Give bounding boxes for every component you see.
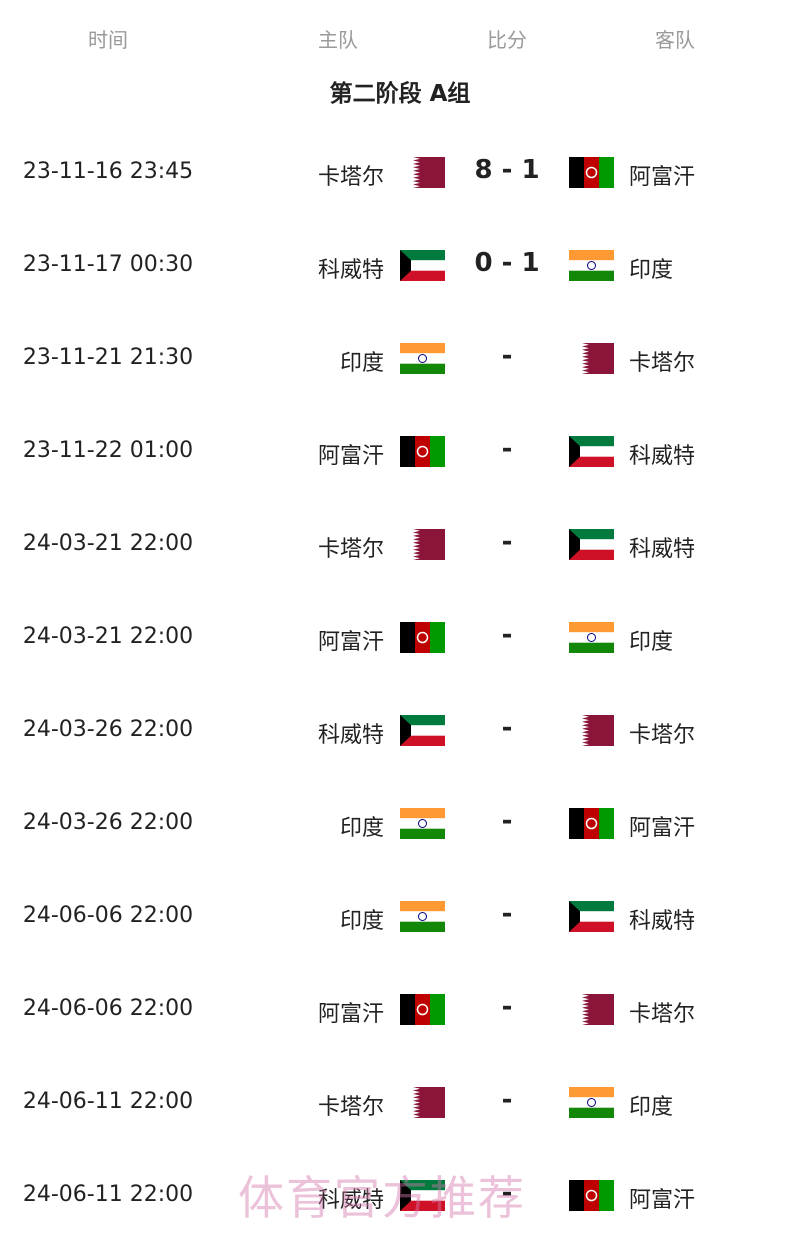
group-title: 第二阶段 A组 — [329, 81, 471, 107]
match-row[interactable]: 24-06-06 22:00 阿富汗 - 卡塔尔 — [0, 990, 800, 1030]
home-team: 卡塔尔 — [317, 537, 384, 562]
afghanistan-flag-icon — [569, 157, 614, 188]
match-score: - — [501, 527, 513, 557]
home-team: 卡塔尔 — [317, 165, 384, 190]
match-score: - — [501, 620, 513, 650]
home-team: 阿富汗 — [317, 444, 384, 469]
home-team: 科威特 — [317, 1188, 384, 1213]
away-team: 卡塔尔 — [629, 723, 696, 748]
match-row[interactable]: 23-11-21 21:30 印度 - 卡塔尔 — [0, 339, 800, 379]
match-row[interactable]: 24-03-26 22:00 科威特 - 卡塔尔 — [0, 711, 800, 751]
match-row[interactable]: 24-03-26 22:00 印度 - 阿富汗 — [0, 804, 800, 844]
india-flag-icon — [569, 1087, 614, 1118]
afghanistan-flag-icon — [569, 808, 614, 839]
home-team: 印度 — [339, 816, 384, 841]
match-row[interactable]: 23-11-16 23:45 卡塔尔 8 - 1 阿富汗 — [0, 153, 800, 193]
match-row[interactable]: 24-03-21 22:00 阿富汗 - 印度 — [0, 618, 800, 658]
afghanistan-flag-icon — [400, 622, 445, 653]
away-team: 印度 — [629, 258, 674, 283]
qatar-flag-icon — [569, 994, 614, 1025]
qatar-flag-icon — [569, 715, 614, 746]
away-team: 科威特 — [629, 537, 696, 562]
match-row[interactable]: 24-03-21 22:00 卡塔尔 - 科威特 — [0, 525, 800, 565]
match-score: - — [501, 1178, 513, 1208]
afghanistan-flag-icon — [569, 1180, 614, 1211]
india-flag-icon — [400, 808, 445, 839]
match-score: - — [501, 1085, 513, 1115]
home-team: 印度 — [339, 909, 384, 934]
match-score: - — [501, 713, 513, 743]
match-score: - — [501, 434, 513, 464]
away-team: 科威特 — [629, 909, 696, 934]
kuwait-flag-icon — [400, 1180, 445, 1211]
match-time: 24-03-26 22:00 — [22, 810, 194, 835]
match-time: 24-03-26 22:00 — [22, 717, 194, 742]
match-time: 23-11-17 00:30 — [22, 252, 194, 277]
match-time: 24-06-11 22:00 — [22, 1182, 194, 1207]
home-team: 阿富汗 — [317, 630, 384, 655]
match-time: 24-06-11 22:00 — [22, 1089, 194, 1114]
qatar-flag-icon — [569, 343, 614, 374]
away-team: 印度 — [629, 630, 674, 655]
india-flag-icon — [400, 343, 445, 374]
match-row[interactable]: 23-11-17 00:30 科威特 0 - 1 印度 — [0, 246, 800, 286]
india-flag-icon — [569, 622, 614, 653]
away-team: 阿富汗 — [629, 165, 696, 190]
match-time: 24-03-21 22:00 — [22, 624, 194, 649]
header-home: 主队 — [318, 28, 358, 52]
match-time: 23-11-22 01:00 — [22, 438, 194, 463]
home-team: 科威特 — [317, 723, 384, 748]
away-team: 阿富汗 — [629, 816, 696, 841]
match-time: 24-06-06 22:00 — [22, 996, 194, 1021]
match-score: - — [501, 806, 513, 836]
away-team: 印度 — [629, 1095, 674, 1120]
match-row[interactable]: 24-06-11 22:00 卡塔尔 - 印度 — [0, 1083, 800, 1123]
home-team: 印度 — [339, 351, 384, 376]
match-score: - — [501, 341, 513, 371]
qatar-flag-icon — [400, 529, 445, 560]
match-time: 23-11-16 23:45 — [22, 159, 194, 184]
away-team: 卡塔尔 — [629, 351, 696, 376]
qatar-flag-icon — [400, 1087, 445, 1118]
header-score: 比分 — [487, 28, 527, 52]
afghanistan-flag-icon — [400, 994, 445, 1025]
match-score: - — [501, 899, 513, 929]
match-time: 24-03-21 22:00 — [22, 531, 194, 556]
kuwait-flag-icon — [569, 901, 614, 932]
kuwait-flag-icon — [569, 529, 614, 560]
match-row[interactable]: 24-06-11 22:00 科威特 - 阿富汗 — [0, 1176, 800, 1216]
match-row[interactable]: 24-06-06 22:00 印度 - 科威特 — [0, 897, 800, 937]
home-team: 阿富汗 — [317, 1002, 384, 1027]
india-flag-icon — [569, 250, 614, 281]
afghanistan-flag-icon — [400, 436, 445, 467]
home-team: 科威特 — [317, 258, 384, 283]
match-score: 8 - 1 — [474, 155, 540, 185]
away-team: 卡塔尔 — [629, 1002, 696, 1027]
away-team: 阿富汗 — [629, 1188, 696, 1213]
qatar-flag-icon — [400, 157, 445, 188]
kuwait-flag-icon — [400, 250, 445, 281]
away-team: 科威特 — [629, 444, 696, 469]
header-time: 时间 — [88, 28, 128, 52]
match-time: 23-11-21 21:30 — [22, 345, 194, 370]
home-team: 卡塔尔 — [317, 1095, 384, 1120]
header-away: 客队 — [655, 28, 695, 52]
match-score: 0 - 1 — [474, 248, 540, 278]
match-time: 24-06-06 22:00 — [22, 903, 194, 928]
india-flag-icon — [400, 901, 445, 932]
kuwait-flag-icon — [569, 436, 614, 467]
match-row[interactable]: 23-11-22 01:00 阿富汗 - 科威特 — [0, 432, 800, 472]
match-score: - — [501, 992, 513, 1022]
kuwait-flag-icon — [400, 715, 445, 746]
